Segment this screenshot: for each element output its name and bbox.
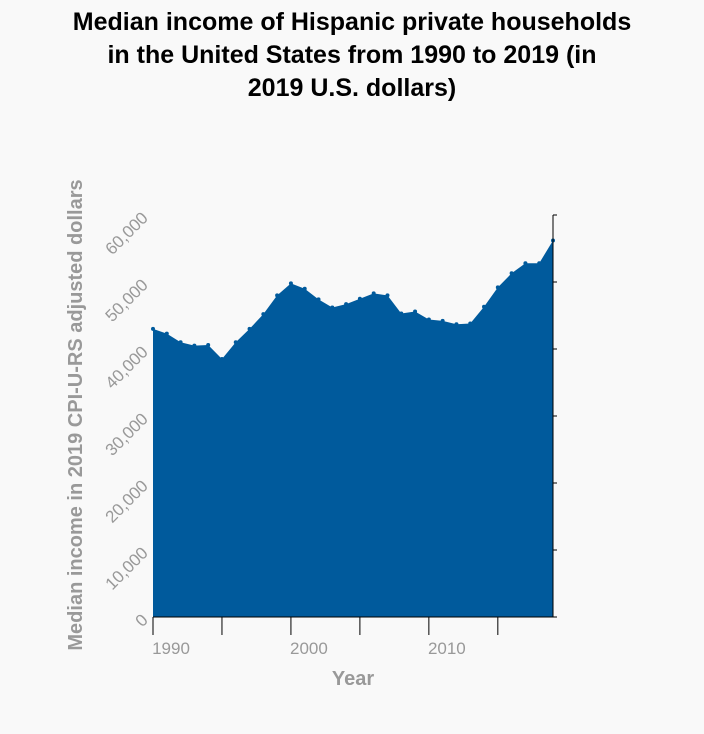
chart-title: Median income of Hispanic private househ…: [0, 6, 704, 105]
x-tick-label: 2000: [290, 639, 328, 658]
data-point: [316, 297, 321, 302]
data-point: [468, 321, 473, 326]
y-tick-label: 60,000: [102, 208, 152, 258]
data-point: [302, 286, 307, 291]
data-point: [330, 305, 335, 310]
x-axis-label: Year: [332, 668, 374, 690]
chart-title-line: 2019 U.S. dollars): [247, 74, 457, 102]
y-tick-label: 10,000: [102, 543, 152, 593]
data-point: [495, 285, 500, 290]
data-point: [482, 304, 487, 309]
data-point: [509, 271, 514, 276]
data-point: [219, 357, 224, 362]
y-tick-label: 30,000: [102, 409, 152, 459]
data-point: [206, 342, 211, 347]
data-point: [413, 309, 418, 314]
y-tick-label: 50,000: [102, 275, 152, 325]
data-point: [385, 293, 390, 298]
data-point: [454, 322, 459, 327]
chart-title-line: in the United States from 1990 to 2019 (…: [107, 41, 597, 69]
data-point: [247, 326, 252, 331]
chart-title-line: Median income of Hispanic private househ…: [72, 8, 632, 36]
data-point: [164, 331, 169, 336]
data-point: [371, 291, 376, 296]
data-point: [523, 261, 528, 266]
data-point: [344, 302, 349, 307]
data-point: [151, 326, 155, 331]
data-point: [440, 318, 445, 323]
data-point: [178, 340, 183, 345]
data-point: [399, 311, 404, 316]
data-point: [275, 293, 280, 298]
y-tick-label: 0: [132, 610, 152, 630]
income-area: [153, 240, 553, 617]
data-point: [261, 312, 266, 317]
data-point: [233, 340, 238, 345]
data-point: [357, 296, 362, 301]
y-axis-label: Median income in 2019 CPI-U-RS adjusted …: [65, 179, 87, 650]
data-point: [288, 281, 293, 286]
x-tick-label: 1990: [152, 639, 190, 658]
y-tick-label: 40,000: [102, 342, 152, 392]
data-point: [192, 343, 197, 348]
x-tick-label: 2010: [428, 639, 466, 658]
y-tick-label: 20,000: [102, 476, 152, 526]
data-point: [426, 317, 431, 322]
data-point: [537, 261, 542, 266]
